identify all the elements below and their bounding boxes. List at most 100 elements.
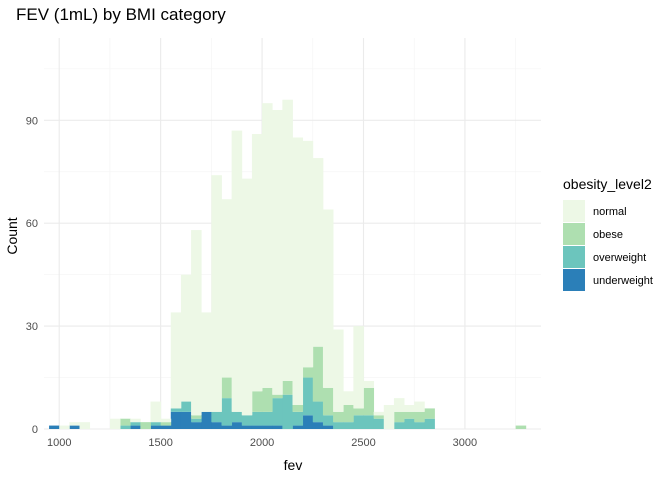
histogram-bar-underweight (272, 425, 283, 429)
histogram-bar-overweight (251, 411, 263, 426)
histogram-bar-normal (333, 329, 344, 412)
legend: obesity_level2 normal obese overweight unde… (563, 176, 653, 291)
histogram-bar-normal (191, 230, 202, 416)
histogram-bar-normal (312, 158, 324, 347)
x-tick-label: 3000 (453, 437, 477, 449)
x-axis-ticks: 1000 1500 2000 2500 3000 (47, 437, 477, 449)
histogram-bar-obese (302, 367, 314, 378)
histogram-bar-normal (69, 422, 80, 426)
histogram-bar-normal (211, 175, 222, 412)
legend-label-overweight: overweight (593, 252, 646, 264)
histogram-bar-overweight (292, 411, 304, 426)
histogram-bar-obese (414, 411, 425, 423)
histogram-bar-overweight (363, 415, 375, 429)
histogram-bar-normal (109, 418, 121, 429)
histogram-bar-normal (150, 401, 162, 423)
histogram-bar-underweight (322, 425, 334, 429)
histogram-bar-overweight (282, 394, 293, 429)
histogram-bar-normal (170, 312, 182, 409)
histogram-bar-overweight (414, 422, 425, 429)
histogram-bar-overweight (231, 411, 243, 423)
histogram-bar-normal (373, 411, 385, 416)
histogram-bar-obese (404, 411, 415, 419)
legend-label-underweight: underweight (593, 275, 653, 287)
histogram-bar-normal (353, 326, 364, 409)
histogram-bar-normal (343, 391, 354, 405)
histogram-bar-underweight (262, 425, 273, 429)
histogram-bar-overweight (221, 398, 233, 426)
histogram-bar-underweight (69, 425, 80, 429)
histogram-bar-underweight (150, 425, 162, 429)
x-axis-title: fev (284, 457, 303, 473)
histogram-bar-obese (262, 387, 273, 412)
histogram-bar-normal (404, 404, 415, 412)
legend-swatch-obese (563, 223, 585, 245)
legend-title: obesity_level2 (563, 176, 652, 192)
y-tick-label: 30 (26, 321, 38, 333)
histogram-bar-obese (322, 387, 334, 416)
histogram-bar-normal (221, 199, 233, 378)
legend-label-obese: obese (593, 229, 623, 241)
histogram-bar-normal (282, 99, 293, 381)
histogram-bar-underweight (170, 411, 182, 429)
histogram-bar-overweight (353, 415, 364, 429)
histogram-bar-normal (272, 110, 283, 395)
histogram-bar-normal (414, 401, 425, 412)
histogram-bar-overweight (120, 425, 131, 429)
histogram-bar-obese (251, 391, 263, 412)
histogram-bar-normal (251, 134, 263, 392)
histogram-bar-normal (201, 312, 212, 412)
histogram-bar-overweight (262, 411, 273, 426)
histogram-bar-overweight (180, 401, 192, 412)
histogram-bar-overweight (424, 418, 435, 429)
histogram-bar-underweight (292, 425, 304, 429)
histogram-bar-obese (333, 411, 344, 423)
y-axis-title: Count (4, 217, 20, 254)
histogram-bar-normal (363, 380, 375, 388)
histogram-bar-underweight (191, 422, 202, 429)
histogram-bar-overweight (191, 418, 202, 423)
legend-swatch-underweight (563, 269, 585, 291)
chart-title: FEV (1mL) by BMI category (16, 5, 226, 24)
histogram-bar-obese (160, 422, 172, 426)
y-axis-ticks: 0 30 60 90 (26, 115, 38, 436)
histogram-bar-underweight (221, 425, 233, 429)
histogram-bar-normal (322, 209, 334, 388)
histogram-bar-overweight (302, 377, 314, 416)
histogram-bar-obese (282, 380, 293, 395)
histogram-bar-overweight (170, 408, 182, 412)
x-tick-label: 1000 (47, 437, 71, 449)
histogram-bar-overweight (343, 422, 354, 429)
y-tick-label: 60 (26, 218, 38, 230)
histogram-bar-normal (302, 140, 314, 368)
histogram-bar-overweight (241, 415, 253, 426)
y-tick-label: 0 (32, 424, 38, 436)
histogram-bar-obese (393, 411, 405, 423)
histogram-bar-underweight (211, 422, 222, 429)
histogram-bar-overweight (393, 422, 405, 429)
histogram-bar-underweight (302, 415, 314, 429)
histogram-bar-normal (79, 422, 91, 429)
x-tick-label: 1500 (148, 437, 172, 449)
legend-swatch-overweight (563, 246, 585, 268)
histogram-bar-normal (130, 418, 141, 423)
x-tick-label: 2500 (351, 437, 375, 449)
histogram-bar-obese (312, 346, 324, 402)
histogram-bar-normal (160, 418, 172, 423)
histogram-bar-normal (262, 103, 273, 388)
histogram-bar-underweight (231, 422, 243, 429)
histogram-bar-normal (393, 398, 405, 412)
histogram-bar-normal (180, 274, 192, 402)
histogram-bar-normal (383, 404, 395, 429)
x-tick-label: 2000 (250, 437, 274, 449)
histogram-bar-overweight (130, 422, 141, 426)
histogram-bar-normal (292, 137, 304, 405)
histogram-bar-obese (140, 422, 151, 429)
histogram-bar-underweight (49, 425, 60, 429)
histogram-bar-underweight (251, 425, 263, 429)
histogram-bar-obese (363, 387, 375, 416)
histogram-bar-underweight (201, 411, 212, 429)
histogram-bar-underweight (180, 411, 192, 429)
histogram-bar-obese (272, 394, 283, 399)
